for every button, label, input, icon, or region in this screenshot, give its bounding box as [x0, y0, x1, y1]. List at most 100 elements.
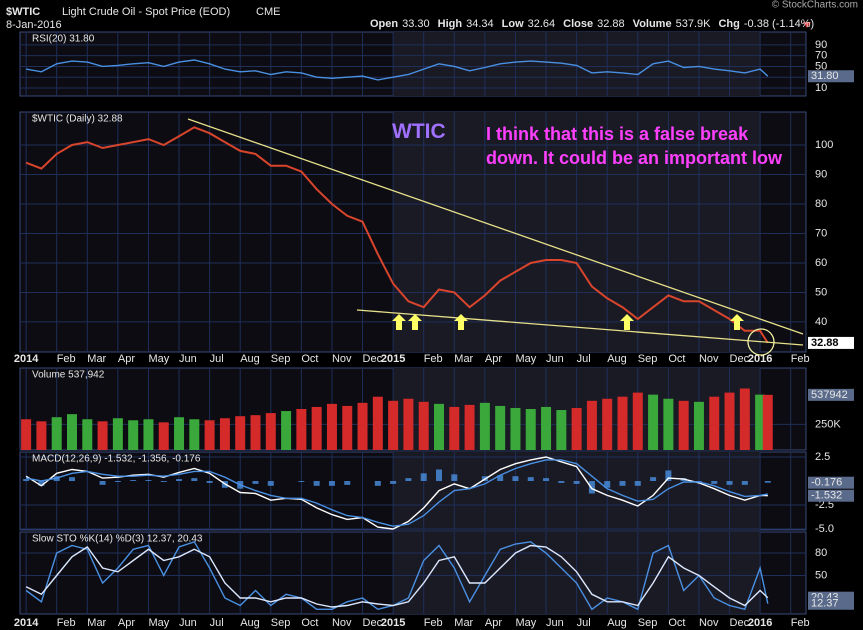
x-tick-label: Jun	[546, 353, 564, 365]
volume-bar	[678, 400, 689, 450]
volume-bar	[250, 415, 261, 450]
histogram-bar	[160, 481, 167, 482]
panel-label: Volume 537,942	[32, 370, 105, 381]
y-tick-label: 80	[815, 198, 827, 210]
histogram-bar	[588, 481, 595, 494]
histogram-bar	[390, 481, 397, 484]
histogram-bar	[420, 473, 427, 482]
histogram-bar	[145, 480, 152, 482]
histogram-bar	[558, 481, 565, 483]
volume-bar	[724, 392, 735, 450]
x-tick-label: Jun	[546, 617, 564, 629]
volume-bar	[525, 409, 536, 450]
x-tick-label: Mar	[87, 617, 106, 629]
instrument-name: Light Crude Oil - Spot Price (EOD)	[62, 6, 230, 18]
x-tick-label: 2015	[381, 617, 405, 629]
volume-bar	[97, 421, 108, 450]
histogram-bar	[764, 481, 771, 483]
volume-bar	[128, 420, 139, 450]
volume-bar	[265, 413, 276, 450]
down-arrow	[803, 22, 811, 28]
value-tag-label: -1.532	[811, 490, 842, 502]
y-tick-label: 60	[815, 257, 827, 269]
histogram-bar	[176, 479, 183, 482]
x-tick-label: Mar	[87, 353, 106, 365]
series-line	[25, 126, 769, 344]
symbol: $WTIC	[6, 6, 40, 18]
x-tick-label: Jun	[179, 617, 197, 629]
volume-bar	[388, 400, 399, 450]
lower-trend-line	[356, 309, 804, 346]
value-tag	[808, 388, 854, 401]
volume-bar	[296, 409, 307, 450]
y-tick-label: 90	[815, 39, 827, 51]
quote-label: High	[438, 18, 463, 30]
x-tick-label: Dec	[363, 617, 383, 629]
x-tick-label: 2014	[14, 353, 39, 365]
x-tick-label: Nov	[699, 617, 719, 629]
volume-bar	[372, 396, 383, 450]
annotation-title: WTIC	[392, 120, 446, 143]
x-tick-label: May	[148, 353, 169, 365]
quote-value: -0.38 (-1.14%)	[744, 18, 814, 30]
y-tick-label: 90	[815, 168, 827, 180]
volume-bar	[556, 410, 567, 450]
histogram-bar	[405, 478, 412, 482]
y-tick-label: 80	[815, 547, 827, 559]
volume-bar	[433, 403, 444, 450]
highlight-circle	[747, 328, 775, 356]
volume-bar	[326, 403, 337, 450]
x-tick-label: Feb	[57, 617, 76, 629]
volume-bar	[174, 417, 185, 450]
x-tick-label: Apr	[485, 353, 502, 365]
y-tick-label: 2.5	[815, 451, 830, 463]
x-tick-label: Nov	[699, 353, 719, 365]
volume-bar	[762, 394, 773, 450]
quote-label: Chg	[718, 18, 739, 30]
histogram-bar	[344, 481, 351, 485]
x-tick-label: Aug	[607, 617, 627, 629]
volume-bar	[632, 392, 643, 450]
histogram-bar	[435, 469, 442, 482]
quote-value: 32.88	[597, 18, 625, 30]
volume-bar	[479, 402, 490, 450]
x-tick-label: May	[515, 617, 536, 629]
histogram-bar	[328, 481, 335, 486]
histogram-bar	[604, 481, 611, 488]
y-tick-label: 250K	[815, 418, 841, 430]
volume-bar	[464, 404, 475, 450]
y-tick-label: 70	[815, 227, 827, 239]
x-tick-label: Oct	[301, 353, 318, 365]
volume-bar	[602, 398, 613, 450]
x-tick-label: Feb	[791, 617, 810, 629]
panel-label: RSI(20) 31.80	[32, 34, 95, 45]
x-tick-label: Mar	[454, 353, 473, 365]
histogram-bar	[634, 481, 641, 486]
volume-bar	[311, 406, 322, 450]
volume-bar	[648, 394, 659, 450]
histogram-bar	[99, 481, 106, 485]
histogram-bar	[543, 478, 550, 482]
y-tick-label: 10	[815, 82, 827, 94]
x-tick-label: Dec	[363, 353, 383, 365]
histogram-bar	[252, 481, 259, 484]
exchange: CME	[256, 6, 280, 18]
x-tick-label: Aug	[607, 353, 627, 365]
volume-bar	[158, 422, 169, 450]
y-tick-label: 40	[815, 316, 827, 328]
histogram-bar	[497, 475, 504, 482]
value-tag	[808, 597, 854, 610]
x-tick-label: Sep	[271, 617, 291, 629]
x-tick-label: Oct	[668, 617, 685, 629]
x-tick-label: 2015	[381, 353, 405, 365]
volume-bar	[82, 419, 93, 450]
volume-bar	[709, 396, 720, 450]
quote-value: 32.64	[528, 18, 556, 30]
histogram-bar	[711, 481, 718, 484]
series-line	[25, 459, 768, 527]
volume-bar	[281, 411, 292, 450]
volume-bar	[495, 405, 506, 450]
x-tick-label: Jul	[210, 617, 224, 629]
quote-label: Open	[370, 18, 398, 30]
panel-label: MACD(12,26,9) -1.532, -1.356, -0.176	[32, 454, 201, 465]
